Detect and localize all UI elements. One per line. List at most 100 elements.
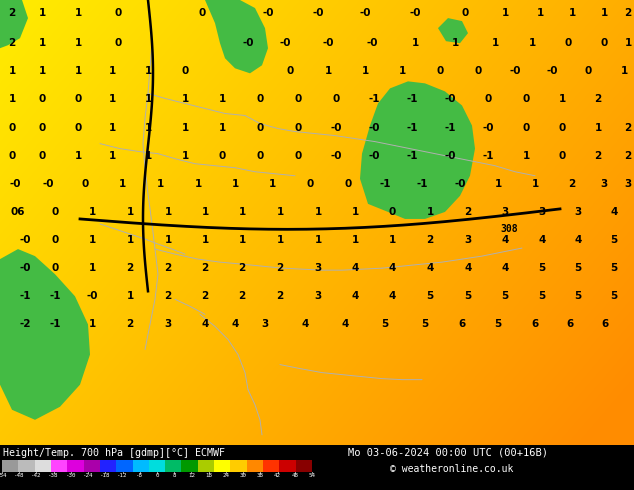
Text: 1: 1 — [126, 235, 134, 245]
Bar — [18, 460, 35, 472]
Text: 2: 2 — [624, 122, 631, 133]
Text: 0: 0 — [559, 122, 566, 133]
Text: 1: 1 — [351, 235, 359, 245]
Text: -0: -0 — [19, 263, 31, 273]
Text: 1: 1 — [218, 122, 226, 133]
Text: 6: 6 — [566, 319, 574, 329]
Text: 4: 4 — [351, 263, 359, 273]
Text: 1: 1 — [621, 66, 628, 76]
Text: 1: 1 — [181, 150, 189, 161]
Text: 3: 3 — [314, 291, 321, 301]
Bar — [165, 460, 181, 472]
Bar — [181, 460, 198, 472]
Text: -0: -0 — [42, 179, 54, 189]
Text: 1: 1 — [268, 179, 276, 189]
Text: 1: 1 — [126, 207, 134, 217]
Text: -42: -42 — [31, 473, 42, 478]
Text: 3: 3 — [501, 207, 508, 217]
Bar — [280, 460, 295, 472]
Bar — [149, 460, 165, 472]
Text: 5: 5 — [538, 291, 546, 301]
Text: 18: 18 — [205, 473, 212, 478]
Text: -30: -30 — [66, 473, 76, 478]
Text: 42: 42 — [274, 473, 281, 478]
Text: 2: 2 — [427, 235, 434, 245]
Text: 0: 0 — [114, 8, 122, 18]
Text: 0: 0 — [155, 473, 158, 478]
Text: 8: 8 — [172, 473, 176, 478]
Text: 3: 3 — [464, 235, 472, 245]
Text: -18: -18 — [100, 473, 110, 478]
Bar — [2, 460, 18, 472]
Text: 2: 2 — [164, 263, 172, 273]
Text: 0: 0 — [484, 95, 491, 104]
Text: 2: 2 — [164, 291, 172, 301]
Text: 48: 48 — [291, 473, 298, 478]
Text: 1: 1 — [427, 207, 434, 217]
Text: 1: 1 — [522, 150, 529, 161]
Text: -0: -0 — [242, 38, 254, 48]
Text: 1: 1 — [202, 207, 209, 217]
Text: 4: 4 — [501, 235, 508, 245]
Text: © weatheronline.co.uk: © weatheronline.co.uk — [390, 464, 514, 474]
Text: 1: 1 — [451, 38, 458, 48]
Text: 4: 4 — [611, 207, 618, 217]
Text: 1: 1 — [314, 207, 321, 217]
Text: 3: 3 — [538, 207, 546, 217]
Bar — [2, 460, 18, 472]
Text: 1: 1 — [231, 179, 238, 189]
Text: -0: -0 — [10, 179, 21, 189]
Text: 0: 0 — [198, 8, 205, 18]
Text: -1: -1 — [417, 179, 428, 189]
Text: 0: 0 — [522, 95, 529, 104]
Text: 5: 5 — [611, 235, 618, 245]
Text: 3: 3 — [261, 319, 269, 329]
Bar — [51, 460, 67, 472]
Text: -0: -0 — [313, 8, 324, 18]
Text: -1: -1 — [379, 179, 391, 189]
Text: -1: -1 — [368, 95, 380, 104]
Text: 2: 2 — [8, 38, 16, 48]
Text: -1: -1 — [406, 95, 418, 104]
Text: 308: 308 — [500, 224, 517, 234]
Text: 0: 0 — [294, 122, 302, 133]
Text: 1: 1 — [108, 150, 115, 161]
Text: 0: 0 — [8, 122, 16, 133]
Text: 0: 0 — [564, 38, 572, 48]
Text: 4: 4 — [388, 263, 396, 273]
Bar — [230, 460, 247, 472]
Text: 0: 0 — [332, 95, 340, 104]
Bar — [295, 460, 312, 472]
Text: 2: 2 — [126, 319, 134, 329]
Text: 1: 1 — [536, 8, 543, 18]
Text: 0: 0 — [474, 66, 482, 76]
Text: 1: 1 — [276, 207, 283, 217]
Text: 2: 2 — [624, 150, 631, 161]
Text: 0: 0 — [74, 95, 82, 104]
Text: 1: 1 — [568, 8, 576, 18]
Bar — [100, 460, 116, 472]
Text: 1: 1 — [8, 66, 16, 76]
Text: -1: -1 — [49, 291, 61, 301]
Text: 1: 1 — [74, 38, 82, 48]
Text: 4: 4 — [426, 263, 434, 273]
Text: 0: 0 — [287, 66, 294, 76]
Polygon shape — [438, 18, 468, 43]
Text: Mo 03-06-2024 00:00 UTC (00+16B): Mo 03-06-2024 00:00 UTC (00+16B) — [348, 448, 548, 458]
Text: 0: 0 — [74, 122, 82, 133]
Text: -48: -48 — [14, 473, 25, 478]
Bar — [67, 460, 84, 472]
Text: 1: 1 — [145, 66, 152, 76]
Text: 0: 0 — [294, 150, 302, 161]
Text: 1: 1 — [145, 95, 152, 104]
Text: 1: 1 — [164, 235, 172, 245]
Text: 1: 1 — [88, 319, 96, 329]
Text: 5: 5 — [501, 291, 508, 301]
Text: 1: 1 — [276, 235, 283, 245]
Text: -0: -0 — [86, 291, 98, 301]
Text: 0: 0 — [462, 8, 469, 18]
Text: 1: 1 — [238, 207, 245, 217]
Text: 1: 1 — [164, 207, 172, 217]
Text: -0: -0 — [322, 38, 333, 48]
Text: -1: -1 — [444, 122, 456, 133]
